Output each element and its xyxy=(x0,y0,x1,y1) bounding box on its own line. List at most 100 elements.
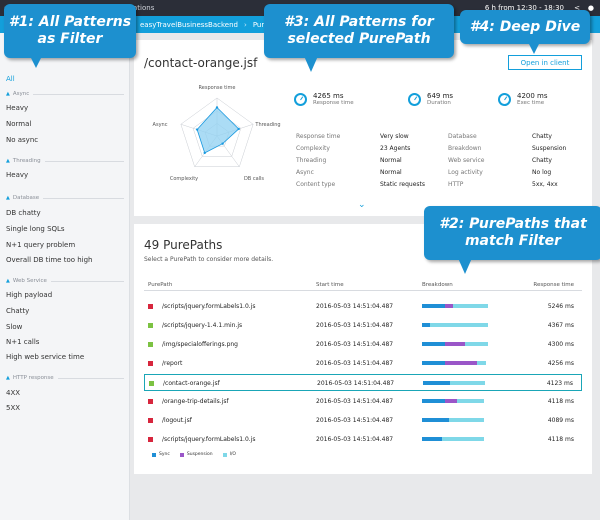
row-start-time: 2016-05-03 14:51:04.487 xyxy=(316,398,394,405)
legend-label: Suspension xyxy=(186,452,213,457)
gauge-icon xyxy=(294,92,307,106)
prop-value: Suspension xyxy=(532,145,567,152)
header-purepath[interactable]: PurePath xyxy=(148,282,173,288)
expand-chevron-icon[interactable]: ⌄ xyxy=(358,200,366,210)
row-name: /img/specialofferings.png xyxy=(162,341,238,348)
breakdown-segment-io xyxy=(457,399,485,403)
row-start-time: 2016-05-03 14:51:04.487 xyxy=(316,303,394,310)
filter-item[interactable]: 5XX xyxy=(6,404,21,412)
row-name: /scripts/jquery.formLabels1.0.js xyxy=(162,303,256,310)
filter-item[interactable]: 4XX xyxy=(6,389,21,397)
row-name: /report xyxy=(162,360,183,367)
radar-point xyxy=(215,106,219,109)
legend-swatch-suspension xyxy=(179,452,184,457)
row-name: /scripts/jquery.formLabels1.0.js xyxy=(162,436,256,443)
radar-shape xyxy=(196,106,240,154)
filter-item[interactable]: N+1 query problem xyxy=(6,241,76,249)
caret-up-icon: ▲ xyxy=(6,195,10,201)
filter-item[interactable]: Overall DB time too high xyxy=(6,256,93,264)
prop-key: Response time xyxy=(296,133,341,140)
prop-key: Log activity xyxy=(448,169,483,176)
header-response-time[interactable]: Response time xyxy=(533,282,574,288)
caret-up-icon: ▲ xyxy=(6,375,10,381)
prop-value: 23 Agents xyxy=(380,145,411,152)
radar-points xyxy=(195,106,240,155)
breakdown-segment-sync xyxy=(422,361,446,365)
metric-response-time: 4265 ms Response time xyxy=(294,92,354,106)
breakdown-segment-io xyxy=(449,418,485,422)
breakdown-segment-io xyxy=(450,381,486,385)
filter-item[interactable]: No async xyxy=(6,136,39,144)
breakdown-bar xyxy=(422,304,489,308)
filter-item[interactable]: N+1 calls xyxy=(6,338,40,346)
share-icon[interactable]: < xyxy=(574,4,580,12)
breakdown-bar xyxy=(422,342,489,346)
metric-exec-time: 4200 ms Exec time xyxy=(498,92,548,106)
user-icon[interactable]: ● xyxy=(587,4,594,12)
section-http-response[interactable]: ▲ HTTP response xyxy=(6,375,124,381)
table-row[interactable]: /logout.jsf 2016-05-03 14:51:04.487 4089 m… xyxy=(144,412,582,429)
prop-value: Chatty xyxy=(532,157,552,164)
page-title: /contact-orange.jsf xyxy=(144,56,258,70)
status-square-icon xyxy=(148,399,153,404)
legend-label: I/O xyxy=(229,452,236,457)
caret-up-icon: ▲ xyxy=(6,91,10,97)
table-row[interactable]: /contact-orange.jsf 2016-05-03 14:51:04.4… xyxy=(144,374,582,391)
open-in-client-button[interactable]: Open in client xyxy=(508,55,582,70)
legend-swatch-sync xyxy=(152,452,156,457)
radar-label: Threading xyxy=(254,122,280,128)
prop-value: Normal xyxy=(380,169,402,176)
row-start-time: 2016-05-03 14:51:04.487 xyxy=(316,322,394,329)
header-start-time[interactable]: Start time xyxy=(316,282,344,288)
breakdown-segment-io xyxy=(441,437,485,441)
filter-item[interactable]: Heavy xyxy=(6,171,29,179)
breadcrumb-service[interactable]: easyTravelBusinessBackend xyxy=(140,20,238,29)
radar-ring xyxy=(180,97,254,167)
section-threading[interactable]: ▲ Threading xyxy=(6,158,124,164)
breakdown-segment-sync xyxy=(422,418,450,422)
row-name: /scripts/jquery-1.4.1.min.js xyxy=(162,322,243,329)
filter-item[interactable]: Chatty xyxy=(6,307,30,315)
radar-point xyxy=(221,142,224,145)
time-range[interactable]: 6 h from 12:30 - 18:30 xyxy=(484,4,564,12)
breakdown-bar xyxy=(422,399,485,403)
radar-label: Response time xyxy=(199,85,236,91)
breakdown-segment-sync xyxy=(422,399,446,403)
table-row[interactable]: /scripts/jquery.formLabels1.0.js 2016-05-… xyxy=(144,431,582,448)
table-row[interactable]: /report 2016-05-03 14:51:04.487 4256 ms xyxy=(144,355,582,372)
table-row[interactable]: /orange-trip-details.jsf 2016-05-03 14:51… xyxy=(144,393,582,410)
filter-item[interactable]: Single long SQLs xyxy=(6,225,65,233)
table-row[interactable]: /scripts/jquery.formLabels1.0.js 2016-05-… xyxy=(144,298,582,315)
breakdown-segment-io xyxy=(429,323,489,327)
prop-key: Content type xyxy=(296,181,336,188)
table-row[interactable]: /img/specialofferings.png 2016-05-03 14:5… xyxy=(144,336,582,353)
filter-item[interactable]: Slow xyxy=(6,323,23,331)
header-breakdown[interactable]: Breakdown xyxy=(422,282,453,288)
prop-key: Complexity xyxy=(296,145,330,152)
section-database[interactable]: ▲ Database xyxy=(6,195,124,201)
breakdown-segment-suspension xyxy=(445,399,458,403)
row-start-time: 2016-05-03 14:51:04.487 xyxy=(316,341,394,348)
pattern-radar-chart: Response time Threading DB calls Complex… xyxy=(153,85,281,182)
filter-item[interactable]: High web service time xyxy=(6,353,85,361)
row-start-time: 2016-05-03 14:51:04.487 xyxy=(316,436,394,443)
filter-item[interactable]: Heavy xyxy=(6,104,29,112)
row-name: /orange-trip-details.jsf xyxy=(162,398,229,405)
row-response-time: 4367 ms xyxy=(547,322,574,329)
filter-all[interactable]: All xyxy=(6,75,15,83)
row-response-time: 4118 ms xyxy=(547,436,574,443)
section-async[interactable]: ▲ Async xyxy=(6,91,124,97)
radar-ring xyxy=(192,110,242,157)
table-row[interactable]: /scripts/jquery-1.4.1.min.js 2016-05-03 1… xyxy=(144,317,582,334)
filter-item[interactable]: High payload xyxy=(6,291,53,299)
breakdown-bar xyxy=(422,418,485,422)
caret-up-icon: ▲ xyxy=(6,158,10,164)
filter-item[interactable]: DB chatty xyxy=(6,209,41,217)
prop-key: Threading xyxy=(296,157,327,164)
filter-item[interactable]: Normal xyxy=(6,120,32,128)
callout-filter: #1: All Patterns as Filter xyxy=(4,4,136,68)
section-web-service[interactable]: ▲ Web Service xyxy=(6,278,124,284)
callout-patterns: #3: All Patterns for selected PurePath xyxy=(264,4,454,72)
breakdown-segment-io xyxy=(464,342,489,346)
callout-deep-dive: #4: Deep Dive xyxy=(460,10,590,54)
